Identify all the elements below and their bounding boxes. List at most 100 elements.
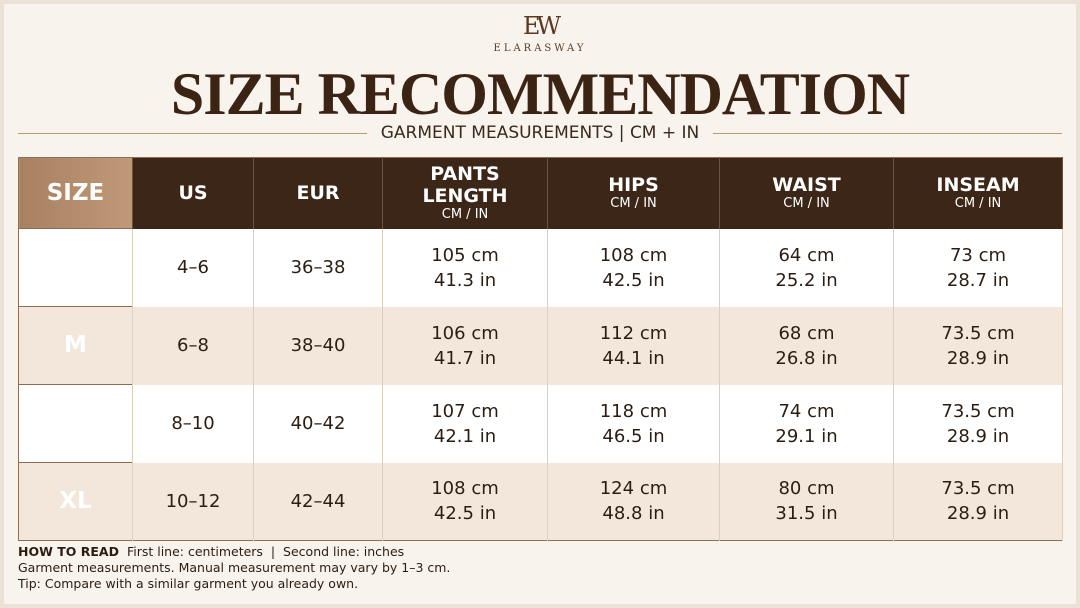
measurement-cell: 108 cm 42.5 in (547, 228, 720, 307)
column-unit: CM / IN (610, 196, 657, 212)
note-line: Garment measurements. Manual measurement… (18, 560, 451, 575)
measurement-line: 68 cm (778, 322, 835, 344)
column-header: SIZE (18, 157, 133, 229)
measurement-line: 106 cm (431, 322, 499, 344)
notes: HOW TO READ First line: centimeters | Sec… (18, 544, 450, 592)
subtitle-row: GARMENT MEASUREMENTS | CM + IN (18, 123, 1063, 143)
column-label: US (178, 182, 208, 205)
measurement-line: 25.2 in (775, 269, 838, 291)
measurement-cell: 124 cm 48.8 in (547, 462, 720, 541)
measurement-line: 73.5 cm (941, 322, 1015, 344)
subtitle: GARMENT MEASUREMENTS | CM + IN (380, 123, 700, 143)
measurement-line: 108 cm (431, 478, 499, 500)
column-label: PANTS LENGTH (422, 163, 508, 208)
measurement-line: 28.9 in (946, 503, 1010, 525)
measurement-line: 105 cm (431, 244, 499, 266)
table-cell: 38–40 (253, 306, 383, 385)
measurement-line: 107 cm (431, 400, 499, 422)
measurement-line: 73.5 cm (941, 400, 1015, 422)
table-cell: 6–8 (132, 306, 254, 385)
measurement-cell: 112 cm 44.1 in (547, 306, 720, 385)
column-header: US (132, 157, 254, 229)
measurement-line: 48.8 in (602, 503, 665, 525)
measurement-line: 64 cm (778, 244, 835, 266)
measurement-line: 28.9 in (946, 425, 1010, 447)
table-row: M 6–8 38–40 106 cm 41.7 in 112 cm 44.1 in 68 cm… (18, 306, 1063, 385)
measurement-line: 80 cm (778, 478, 835, 500)
measurement-line: 42.1 in (433, 425, 497, 447)
column-label: SIZE (46, 180, 105, 206)
column-unit: CM / IN (954, 196, 1002, 212)
measurement-cell: 64 cm 25.2 in (719, 228, 894, 307)
size-cell: XL (18, 462, 133, 541)
measurement-line: 118 cm (599, 400, 668, 422)
table-row: XL 10–12 42–44 108 cm 42.5 in 124 cm 48.8 in 80… (18, 462, 1063, 541)
title: SIZE RECOMMENDATION (170, 61, 910, 127)
table-cell: 36–38 (253, 228, 383, 307)
measurement-line: 42.5 in (602, 269, 665, 291)
column-label: INSEAM (936, 174, 1020, 197)
measurement-line: 41.3 in (433, 269, 497, 291)
size-cell: L (18, 384, 133, 463)
rule (18, 132, 367, 134)
size-cell: S (18, 228, 133, 307)
measurement-cell: 73.5 cm 28.9 in (893, 306, 1063, 385)
column-label: EUR (296, 182, 340, 205)
monogram: EW (522, 12, 561, 40)
table-cell: 4–6 (132, 228, 254, 307)
measurement-line: 112 cm (599, 322, 668, 344)
column-header: HIPS CM / IN (547, 157, 720, 229)
column-header: WAIST CM / IN (719, 157, 894, 229)
measurement-line: 42.5 in (433, 503, 497, 525)
note-lead: HOW TO READ (18, 544, 119, 559)
table-row: L 8–10 40–42 107 cm 42.1 in 118 cm 46.5 in 74 c… (18, 384, 1063, 463)
table-body: S 4–6 36–38 105 cm 41.3 in 108 cm 42.5 in 64 cm… (18, 228, 1063, 541)
measurement-cell: 106 cm 41.7 in (382, 306, 548, 385)
note-line: HOW TO READ First line: centimeters | Sec… (18, 544, 450, 560)
column-header: PANTS LENGTH CM / IN (382, 157, 548, 229)
measurement-cell: 108 cm 42.5 in (382, 462, 548, 541)
measurement-cell: 105 cm 41.3 in (382, 228, 548, 307)
column-label: WAIST (772, 174, 841, 197)
measurement-cell: 107 cm 42.1 in (382, 384, 548, 463)
measurement-line: 73.5 cm (941, 478, 1015, 500)
size-table: SIZE US EUR PANTS LENGTH CM / IN HIPS CM / IN W… (18, 157, 1063, 541)
measurement-line: 29.1 in (775, 425, 838, 447)
measurement-cell: 74 cm 29.1 in (719, 384, 894, 463)
measurement-line: 124 cm (599, 478, 668, 500)
table-cell: 42–44 (253, 462, 383, 541)
column-header: INSEAM CM / IN (893, 157, 1063, 229)
measurement-cell: 73.5 cm 28.9 in (893, 384, 1063, 463)
brand-name: ELARASWAY (493, 43, 587, 54)
table-cell: 40–42 (253, 384, 383, 463)
measurement-cell: 73.5 cm 28.9 in (893, 462, 1063, 541)
measurement-line: 31.5 in (775, 503, 838, 525)
table-cell: 8–10 (132, 384, 254, 463)
measurement-line: 108 cm (599, 244, 668, 266)
note-text: First line: centimeters | Second line: i… (126, 544, 405, 559)
measurement-cell: 73 cm 28.7 in (893, 228, 1063, 307)
measurement-line: 46.5 in (602, 425, 665, 447)
table-cell: 10–12 (132, 462, 254, 541)
measurement-line: 73 cm (949, 244, 1007, 266)
measurement-cell: 68 cm 26.8 in (719, 306, 894, 385)
measurement-line: 28.7 in (946, 269, 1010, 291)
header-row: SIZE US EUR PANTS LENGTH CM / IN HIPS CM / IN W… (18, 157, 1063, 229)
measurement-line: 44.1 in (602, 347, 665, 369)
measurement-line: 26.8 in (775, 347, 838, 369)
size-cell: M (18, 306, 133, 385)
column-header: EUR (253, 157, 383, 229)
table-row: S 4–6 36–38 105 cm 41.3 in 108 cm 42.5 in 64 cm… (18, 228, 1063, 307)
table-head: SIZE US EUR PANTS LENGTH CM / IN HIPS CM / IN W… (18, 157, 1063, 229)
column-label: HIPS (608, 174, 659, 197)
measurement-line: 74 cm (778, 400, 835, 422)
measurement-line: 41.7 in (433, 347, 497, 369)
column-unit: CM / IN (441, 207, 489, 223)
measurement-cell: 80 cm 31.5 in (719, 462, 894, 541)
rule (713, 132, 1063, 134)
column-unit: CM / IN (783, 196, 830, 212)
measurement-line: 28.9 in (946, 347, 1010, 369)
note-line: Tip: Compare with a similar garment you … (18, 576, 359, 591)
measurement-cell: 118 cm 46.5 in (547, 384, 720, 463)
